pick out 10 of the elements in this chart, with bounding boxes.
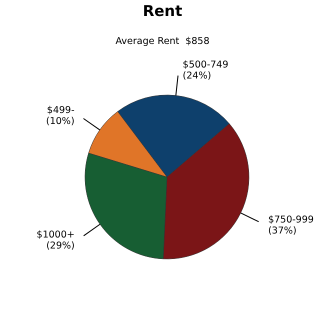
- slice-label: $500-749: [182, 60, 228, 71]
- chart-title: Rent: [142, 2, 184, 20]
- data-label: (37%): [268, 225, 297, 236]
- data-label: (10%): [46, 116, 75, 128]
- slice-label: $750-999: [268, 214, 314, 226]
- slice-label: $499-: [46, 105, 75, 116]
- data-label: (24%): [182, 70, 212, 82]
- data-label: (29%): [46, 240, 75, 252]
- slice-label: $1000+: [36, 229, 75, 240]
- chart-subtitle: Average Rent $858: [114, 36, 210, 47]
